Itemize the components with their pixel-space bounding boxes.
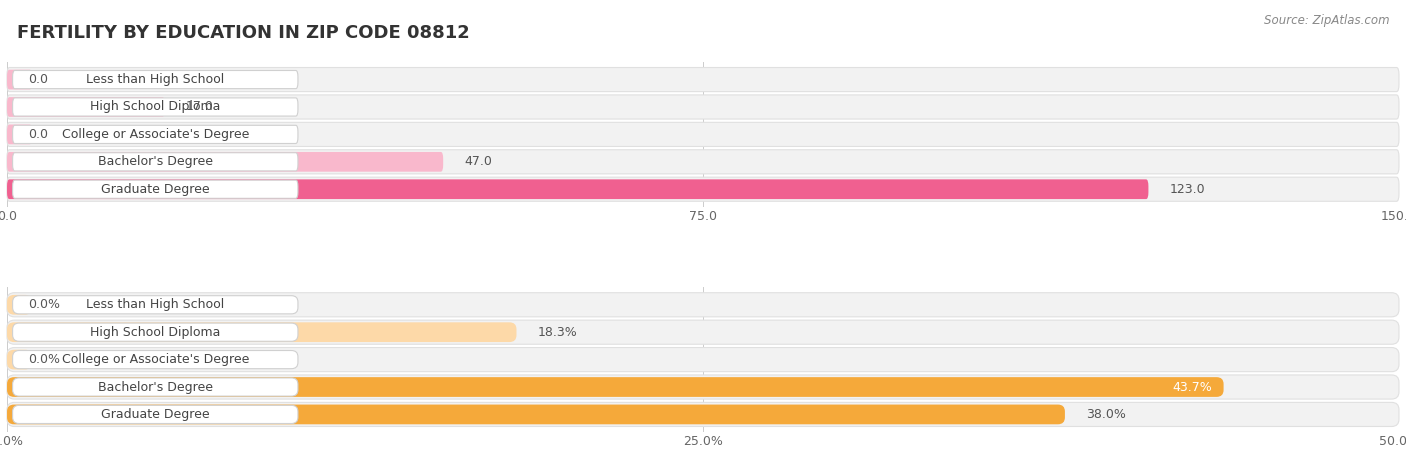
FancyBboxPatch shape (13, 405, 298, 424)
FancyBboxPatch shape (7, 377, 1223, 397)
FancyBboxPatch shape (13, 378, 298, 396)
Text: 0.0%: 0.0% (28, 353, 60, 366)
FancyBboxPatch shape (7, 152, 443, 171)
FancyBboxPatch shape (7, 320, 1399, 344)
FancyBboxPatch shape (7, 124, 32, 144)
Text: 0.0: 0.0 (28, 73, 48, 86)
FancyBboxPatch shape (13, 153, 298, 171)
FancyBboxPatch shape (7, 405, 1064, 424)
Text: 17.0: 17.0 (186, 101, 214, 114)
FancyBboxPatch shape (7, 123, 1399, 146)
Text: Graduate Degree: Graduate Degree (101, 408, 209, 421)
FancyBboxPatch shape (13, 98, 298, 116)
FancyBboxPatch shape (7, 350, 32, 370)
Text: 38.0%: 38.0% (1085, 408, 1126, 421)
Text: 123.0: 123.0 (1170, 183, 1205, 196)
FancyBboxPatch shape (7, 67, 1399, 92)
Text: 47.0: 47.0 (464, 155, 492, 168)
FancyBboxPatch shape (7, 70, 32, 89)
FancyBboxPatch shape (13, 70, 298, 89)
FancyBboxPatch shape (7, 97, 165, 117)
Text: Graduate Degree: Graduate Degree (101, 183, 209, 196)
Text: Less than High School: Less than High School (86, 73, 225, 86)
FancyBboxPatch shape (7, 295, 32, 314)
Text: High School Diploma: High School Diploma (90, 326, 221, 339)
Text: College or Associate's Degree: College or Associate's Degree (62, 128, 249, 141)
FancyBboxPatch shape (7, 375, 1399, 399)
FancyBboxPatch shape (7, 180, 1149, 199)
Text: Source: ZipAtlas.com: Source: ZipAtlas.com (1264, 14, 1389, 27)
FancyBboxPatch shape (13, 296, 298, 314)
FancyBboxPatch shape (7, 177, 1399, 201)
FancyBboxPatch shape (7, 150, 1399, 174)
Text: Bachelor's Degree: Bachelor's Degree (98, 380, 212, 393)
Text: 0.0: 0.0 (28, 128, 48, 141)
FancyBboxPatch shape (13, 323, 298, 341)
FancyBboxPatch shape (7, 402, 1399, 427)
FancyBboxPatch shape (13, 180, 298, 198)
Text: Less than High School: Less than High School (86, 298, 225, 311)
Text: FERTILITY BY EDUCATION IN ZIP CODE 08812: FERTILITY BY EDUCATION IN ZIP CODE 08812 (17, 24, 470, 42)
FancyBboxPatch shape (7, 348, 1399, 371)
FancyBboxPatch shape (13, 125, 298, 143)
FancyBboxPatch shape (7, 293, 1399, 317)
Text: 18.3%: 18.3% (537, 326, 576, 339)
Text: Bachelor's Degree: Bachelor's Degree (98, 155, 212, 168)
Text: 0.0%: 0.0% (28, 298, 60, 311)
Text: High School Diploma: High School Diploma (90, 101, 221, 114)
FancyBboxPatch shape (7, 95, 1399, 119)
FancyBboxPatch shape (13, 351, 298, 369)
Text: College or Associate's Degree: College or Associate's Degree (62, 353, 249, 366)
Text: 43.7%: 43.7% (1173, 380, 1212, 393)
FancyBboxPatch shape (7, 323, 516, 342)
